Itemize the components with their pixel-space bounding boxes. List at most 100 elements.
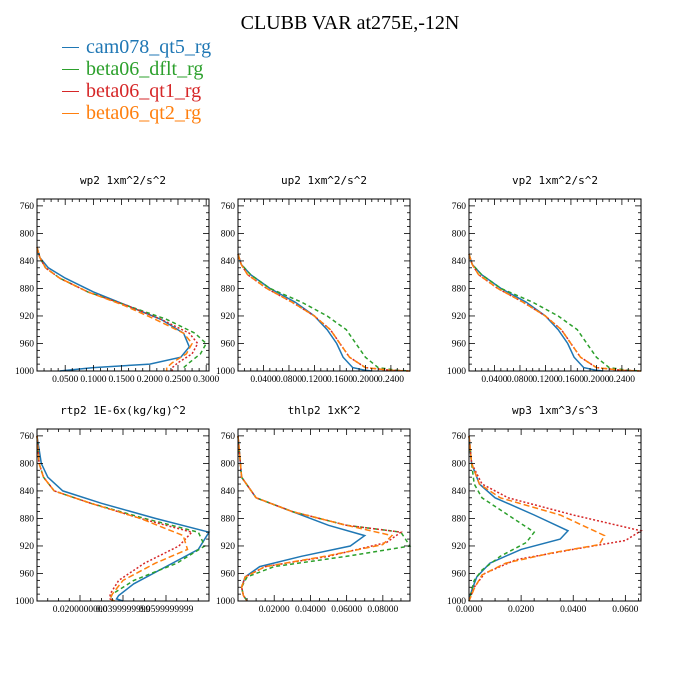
y-tick-label: 920 [221,542,236,552]
y-tick-label: 760 [20,202,35,212]
y-tick-label: 840 [221,487,236,497]
x-tick-label: 0.2500 [165,375,191,385]
x-tick-label: 0.3000 [193,375,219,385]
y-tick-label: 840 [221,257,236,267]
plot-frame [36,428,210,602]
y-tick-label: 840 [452,257,467,267]
legend-item: beta06_qt1_rg [62,80,211,102]
legend-swatch [62,46,79,48]
y-tick-label: 760 [221,432,236,442]
y-tick-label: 880 [20,284,35,294]
panel-title: up2 1xm^2/s^2 [281,174,367,187]
x-tick-label: 0.02000 [259,605,290,615]
panel-title: vp2 1xm^2/s^2 [512,174,598,187]
series-line [36,435,189,602]
y-tick-label: 880 [20,514,35,524]
y-tick-label: 920 [20,312,35,322]
panel-title: rtp2 1E-6x(kg/kg)^2 [60,404,186,417]
y-tick-label: 880 [221,284,236,294]
y-tick-label: 1000 [216,367,235,377]
y-tick-label: 960 [221,339,236,349]
legend-swatch [62,112,79,114]
y-tick-label: 800 [221,459,236,469]
series-line [36,247,208,371]
y-tick-label: 760 [452,432,467,442]
legend: cam078_qt5_rg beta06_dflt_rg beta06_qt1_… [62,36,211,124]
panel-title: wp2 1xm^2/s^2 [80,174,166,187]
series-line [36,247,199,371]
x-tick-label: 0.1600 [327,375,353,385]
y-tick-label: 960 [20,339,35,349]
y-tick-label: 800 [452,229,467,239]
legend-swatch [62,68,79,70]
x-tick-label: 0.0500 [52,375,78,385]
y-tick-label: 840 [20,257,35,267]
series-line [36,247,194,371]
x-tick-label: 0.0800 [507,375,533,385]
y-tick-label: 920 [221,312,236,322]
y-tick-label: 1000 [447,367,466,377]
series-line [237,435,403,602]
x-tick-label: 0.2000 [583,375,609,385]
series-line [237,435,394,602]
legend-item: beta06_qt2_rg [62,102,211,124]
legend-swatch [62,90,79,92]
y-tick-label: 800 [20,229,35,239]
series-line [468,253,642,372]
legend-label: cam078_qt5_rg [86,35,212,58]
x-tick-label: 0.0200 [508,605,534,615]
series-line [36,435,194,602]
series-line [468,435,643,602]
y-tick-label: 840 [20,487,35,497]
x-tick-label: 0.06000 [331,605,362,615]
series-line [36,247,191,372]
x-tick-label: 0.0400 [560,605,586,615]
series-line [468,253,642,372]
y-tick-label: 800 [221,229,236,239]
y-tick-label: 960 [452,569,467,579]
y-tick-label: 920 [452,542,467,552]
y-tick-label: 960 [221,569,236,579]
x-tick-label: 0.0600 [612,605,638,615]
legend-label: beta06_dflt_rg [86,57,204,80]
plot-frame [468,428,642,602]
y-tick-label: 880 [452,284,467,294]
y-tick-label: 800 [452,459,467,469]
y-tick-label: 960 [452,339,467,349]
panel-title: thlp2 1xK^2 [288,404,361,417]
x-tick-label: 0.0400 [481,375,507,385]
x-tick-label: 0.04000 [295,605,326,615]
series-line [468,435,536,602]
page-title: CLUBB VAR at275E,-12N [240,12,460,34]
panel-6: wp3 1xm^3/s^3 760 800 840 880 920 960 10000.000… [447,404,643,615]
x-tick-label: 0.08000 [367,605,398,615]
x-tick-label: 0.1200 [301,375,327,385]
y-tick-label: 920 [452,312,467,322]
panel-5: thlp2 1xK^2 760 800 840 880 920 960 1000 0.02000… [216,404,412,615]
x-tick-label: 0.2400 [378,375,404,385]
x-tick-label: 0.0000 [456,605,482,615]
series-line [36,435,206,602]
x-tick-label: 0.2000 [352,375,378,385]
y-tick-label: 800 [20,459,35,469]
legend-label: beta06_qt1_rg [86,79,202,102]
x-tick-label: 0.2400 [609,375,635,385]
x-tick-label: 0.0800 [276,375,302,385]
panel-title: wp3 1xm^3/s^3 [512,404,598,417]
plot-frame [237,198,411,372]
x-tick-label: 0.1000 [80,375,106,385]
series-line [237,253,372,372]
series-line [468,253,642,372]
x-tick-label: 0.0200000000 [53,605,108,615]
y-tick-label: 1000 [447,597,466,607]
x-tick-label: 0.0599999999 [139,605,194,615]
series-line [468,435,570,602]
series-line [36,435,211,602]
plot-frame [468,198,642,372]
y-tick-label: 1000 [15,367,34,377]
series-line [237,253,411,372]
panel-2: up2 1xm^2/s^2 760 800 840 880 920 960 1000 0.040… [216,174,411,385]
x-tick-label: 0.0400 [250,375,276,385]
x-tick-label: 0.0399999999 [96,605,151,615]
